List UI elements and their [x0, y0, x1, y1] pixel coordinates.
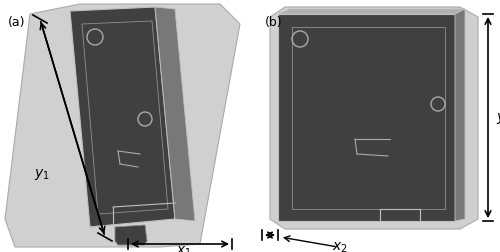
Polygon shape [115, 225, 147, 245]
Text: $x_2$: $x_2$ [332, 240, 348, 252]
Polygon shape [70, 8, 175, 227]
Text: $y_1$: $y_1$ [34, 167, 50, 182]
Polygon shape [278, 15, 455, 221]
Polygon shape [5, 5, 240, 247]
Text: (b): (b) [265, 16, 282, 29]
Text: $x_1$: $x_1$ [176, 244, 192, 252]
Polygon shape [278, 10, 465, 15]
Text: $y_2$: $y_2$ [496, 110, 500, 125]
Polygon shape [155, 8, 195, 221]
Polygon shape [270, 8, 478, 229]
Polygon shape [455, 10, 465, 221]
Text: (a): (a) [8, 16, 25, 29]
